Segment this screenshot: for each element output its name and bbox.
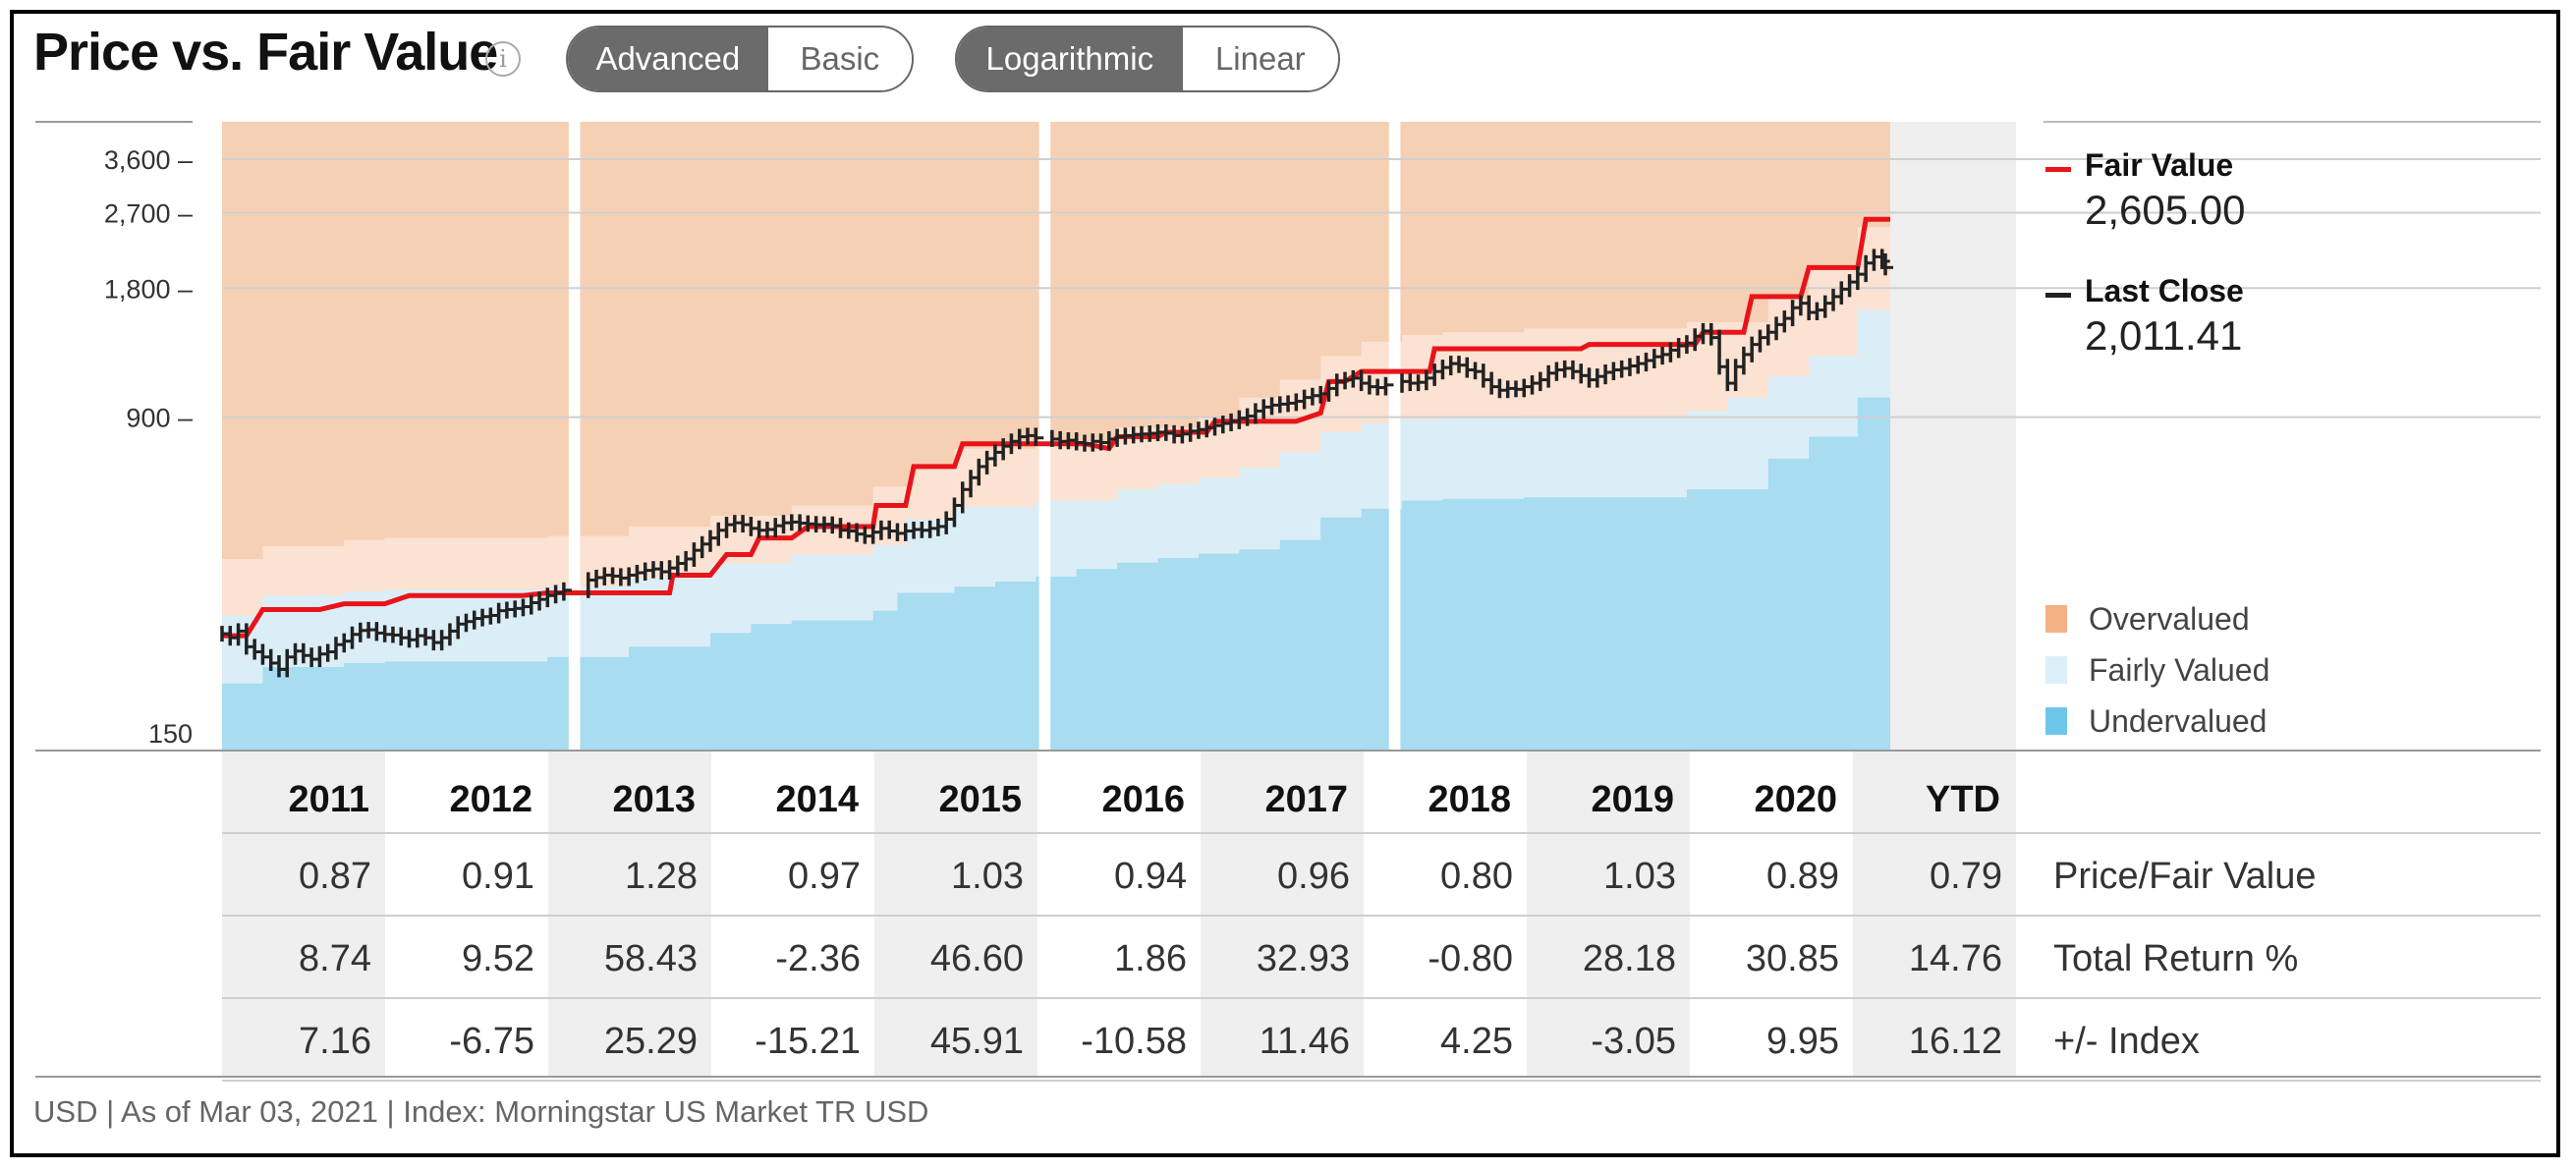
data-gap — [568, 122, 581, 751]
info-circle-icon[interactable]: i — [485, 41, 521, 77]
year-label: 2015 — [938, 779, 1022, 820]
last-close-legend-label: Last Close — [2085, 273, 2244, 308]
overvalued-label: Overvalued — [2089, 601, 2250, 637]
table-cell: 0.87 — [299, 856, 371, 897]
fair-value-legend-swatch — [2045, 167, 2071, 172]
year-label: 2016 — [1101, 779, 1185, 820]
fair-value-legend-label: Fair Value — [2085, 147, 2234, 183]
data-gap — [1388, 122, 1401, 751]
logarithmic-button[interactable]: Logarithmic — [957, 28, 1183, 90]
table-cell: -2.36 — [775, 938, 861, 979]
table-cell: 25.29 — [604, 1021, 698, 1062]
last-close-legend-value: 2,011.41 — [2085, 312, 2243, 359]
fairly-valued-swatch — [2045, 656, 2067, 684]
y-tick-label: 1,800 – — [104, 274, 193, 304]
view-toggle: Advanced Basic — [566, 26, 914, 92]
table-cell: 1.03 — [951, 856, 1024, 897]
table-cell: 28.18 — [1583, 938, 1676, 979]
table-cell: 0.80 — [1440, 856, 1513, 897]
overvalued-swatch — [2045, 605, 2067, 633]
table-cell: 46.60 — [930, 938, 1024, 979]
linear-button[interactable]: Linear — [1182, 28, 1338, 90]
table-cell: 1.86 — [1114, 938, 1187, 979]
row-label: Price/Fair Value — [2053, 856, 2317, 897]
data-gap — [1038, 122, 1051, 751]
year-label: 2014 — [775, 779, 859, 820]
table-cell: 0.97 — [788, 856, 861, 897]
y-tick-label: 2,700 – — [104, 199, 193, 229]
table-cell: 11.46 — [1260, 1021, 1350, 1062]
table-cell: -0.80 — [1428, 938, 1513, 979]
undervalued-band — [222, 397, 1890, 751]
table-cell: 30.85 — [1746, 938, 1839, 979]
table-cell: 58.43 — [604, 938, 698, 979]
fair-value-line — [222, 216, 1890, 639]
table-cell: 9.52 — [462, 938, 534, 979]
row-label: +/- Index — [2053, 1021, 2200, 1062]
table-cell: 8.74 — [299, 938, 371, 979]
table-cell: 4.25 — [1440, 1021, 1513, 1062]
footer-note: USD | As of Mar 03, 2021 | Index: Mornin… — [33, 1094, 929, 1129]
row-label: Total Return % — [2053, 938, 2298, 979]
table-cell: -10.58 — [1081, 1021, 1187, 1062]
y-tick-label: 3,600 – — [104, 145, 193, 175]
year-label: 2020 — [1754, 779, 1837, 820]
year-label: 2019 — [1591, 779, 1674, 820]
y-tick-label: 900 – — [126, 404, 193, 433]
future-area — [1890, 122, 2014, 751]
table-cell: 0.79 — [1930, 856, 2002, 897]
table-cell: 1.03 — [1603, 856, 1676, 897]
table-cell: 1.28 — [625, 856, 698, 897]
table-cell: 14.76 — [1909, 938, 2002, 979]
table-cell: -6.75 — [449, 1021, 534, 1062]
fair-value-legend-value: 2,605.00 — [2085, 187, 2246, 233]
year-label: 2011 — [289, 779, 369, 820]
table-cell: 0.94 — [1114, 856, 1187, 897]
page-title: Price vs. Fair Value — [33, 23, 498, 82]
fairly-valued-label: Fairly Valued — [2089, 652, 2270, 688]
table-cell: 0.89 — [1766, 856, 1839, 897]
last-close-legend-swatch — [2045, 293, 2071, 298]
basic-button[interactable]: Basic — [767, 28, 912, 90]
scale-toggle: Logarithmic Linear — [955, 26, 1340, 92]
year-label: YTD — [1926, 779, 2000, 820]
table-cell: 45.91 — [930, 1021, 1024, 1062]
undervalued-label: Undervalued — [2089, 703, 2268, 739]
year-label: 2018 — [1428, 779, 1511, 820]
table-cell: -3.05 — [1591, 1021, 1676, 1062]
table-cell: 0.91 — [462, 856, 534, 897]
undervalued-swatch — [2045, 707, 2067, 735]
table-cell: 0.96 — [1277, 856, 1350, 897]
year-label: 2017 — [1264, 779, 1348, 820]
table-cell: 32.93 — [1257, 938, 1350, 979]
table-cell: -15.21 — [755, 1021, 861, 1062]
y-tick-label: 150 — [148, 719, 193, 749]
year-label: 2013 — [612, 779, 696, 820]
table-cell: 16.12 — [1909, 1021, 2002, 1062]
advanced-button[interactable]: Advanced — [568, 28, 768, 90]
table-cell: 7.16 — [299, 1021, 371, 1062]
table-cell: 9.95 — [1766, 1021, 1839, 1062]
year-label: 2012 — [449, 779, 532, 820]
